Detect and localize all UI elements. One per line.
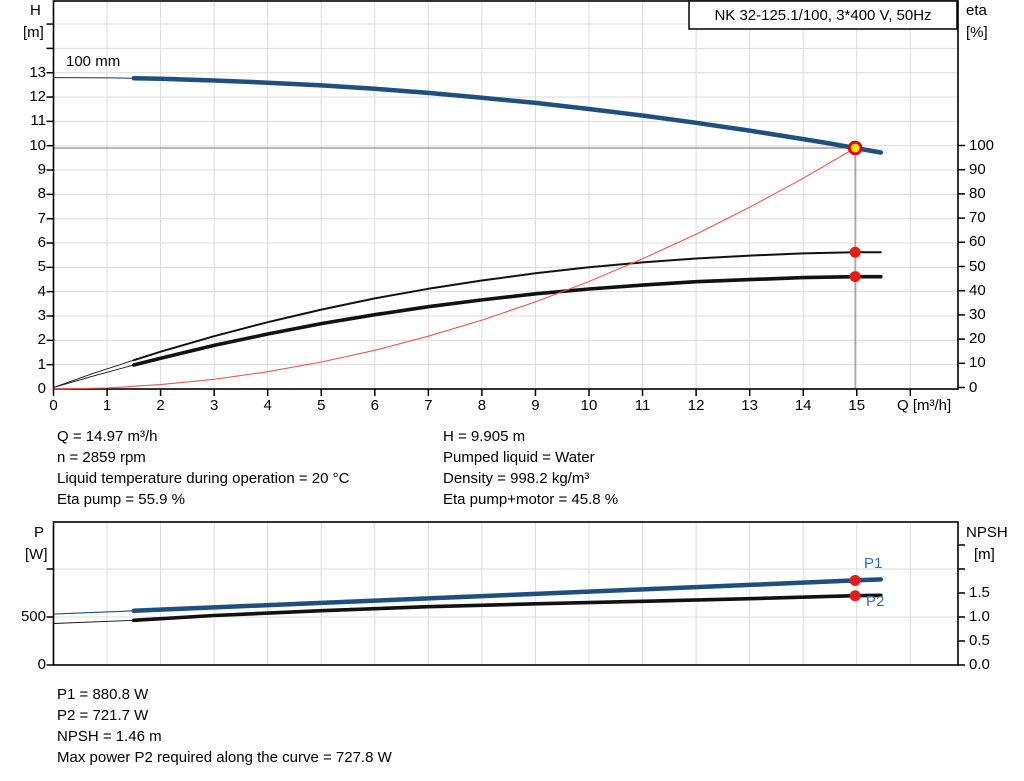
eta-axis-tick-label: 0 bbox=[969, 378, 978, 396]
eta-axis-tick-label: 100 bbox=[969, 136, 995, 154]
q-axis-tick-label: 2 bbox=[156, 397, 165, 414]
q-axis-tick-label: 15 bbox=[848, 397, 866, 414]
eta-axis-tick-label: 80 bbox=[969, 184, 986, 202]
curve-value-dot bbox=[849, 246, 861, 258]
op-density: Density = 998.2 kg/m³ bbox=[443, 470, 590, 487]
eta-axis-tick-label: 20 bbox=[969, 330, 986, 348]
h-axis-tick-label: 11 bbox=[30, 112, 46, 130]
h-axis-tick-label: 5 bbox=[37, 258, 46, 276]
eta-axis-tick-label: 90 bbox=[969, 160, 986, 178]
h-axis-tick-label: 9 bbox=[37, 161, 46, 179]
h-axis-tick-label: 8 bbox=[37, 185, 46, 203]
eta-axis-tick-label: 10 bbox=[969, 354, 986, 372]
footer-p1-value: P1 = 880.8 W bbox=[57, 686, 149, 703]
q-axis-tick-label: 7 bbox=[424, 397, 433, 414]
q-axis-tick-label: 12 bbox=[687, 397, 705, 414]
h-axis-tick-label: 1 bbox=[37, 355, 46, 373]
op-pumped-liquid: Pumped liquid = Water bbox=[443, 449, 595, 466]
q-axis-tick-label: 3 bbox=[209, 397, 219, 414]
op-liquid-temp: Liquid temperature during operation = 20… bbox=[57, 470, 350, 487]
npsh-axis-tick-label: 0.5 bbox=[969, 632, 990, 649]
footer-p2-value: P2 = 721.7 W bbox=[57, 707, 149, 724]
q-axis-tick-label: 8 bbox=[477, 397, 487, 414]
q-axis-tick-label: 5 bbox=[317, 397, 326, 414]
q-axis-tick-label: 9 bbox=[531, 397, 540, 414]
h-axis-tick-label: 0 bbox=[37, 380, 46, 397]
p-axis-name: P bbox=[34, 524, 45, 541]
h-axis-tick-label: 7 bbox=[37, 209, 46, 227]
q-axis-tick-label: 13 bbox=[741, 397, 758, 414]
q-axis-tick-label: 0 bbox=[49, 397, 58, 414]
p1-series-label: P1 bbox=[864, 555, 883, 572]
pump-title-box: NK 32-125.1/100, 3*400 V, 50Hz bbox=[689, 1, 957, 29]
p-axis-tick-label: 0 bbox=[37, 656, 46, 673]
h-axis-tick-label: 2 bbox=[37, 331, 46, 349]
op-q-value: Q = 14.97 m³/h bbox=[57, 428, 158, 445]
duty-point-marker bbox=[847, 140, 863, 156]
op-h-value: H = 9.905 m bbox=[443, 428, 526, 445]
eta-axis-tick-label: 70 bbox=[969, 209, 986, 227]
q-axis-tick-label: 14 bbox=[794, 397, 812, 414]
npsh-axis-tick-label: 1.5 bbox=[969, 584, 990, 601]
h-axis-tick-label: 12 bbox=[29, 88, 46, 106]
q-axis-tick-label: 11 bbox=[634, 397, 651, 414]
h-axis-tick-label: 10 bbox=[29, 136, 46, 154]
op-eta-pump-motor: Eta pump+motor = 45.8 % bbox=[443, 491, 619, 508]
npsh-axis-tick-label: 1.0 bbox=[969, 608, 990, 625]
q-axis-label: Q [m³/h] bbox=[897, 397, 952, 414]
h-axis-tick-label: 13 bbox=[29, 63, 46, 81]
pump-title: NK 32-125.1/100, 3*400 V, 50Hz bbox=[714, 6, 932, 24]
h-axis-tick-label: 3 bbox=[37, 307, 46, 324]
npsh-axis-tick-label: 0.0 bbox=[969, 656, 990, 673]
h-axis-name: H bbox=[30, 2, 41, 19]
p-axis-unit: [W] bbox=[25, 546, 48, 563]
footer-npsh-value: NPSH = 1.46 m bbox=[57, 728, 162, 745]
curve-value-dot bbox=[849, 590, 861, 602]
eta-axis-unit: [%] bbox=[966, 24, 988, 41]
npsh-axis-unit: [m] bbox=[974, 546, 995, 563]
q-axis-tick-label: 10 bbox=[580, 397, 598, 414]
impeller-diameter-label: 100 mm bbox=[66, 53, 121, 70]
h-axis-unit: [m] bbox=[23, 24, 44, 41]
p2-series-label: P2 bbox=[866, 593, 885, 610]
eta-axis-name: eta bbox=[966, 2, 987, 19]
eta-axis-tick-label: 50 bbox=[969, 257, 986, 275]
eta-axis-tick-label: 30 bbox=[969, 305, 986, 323]
eta-axis-tick-label: 40 bbox=[969, 281, 986, 299]
op-eta-pump: Eta pump = 55.9 % bbox=[57, 491, 185, 508]
h-axis-tick-label: 6 bbox=[37, 234, 46, 252]
h-axis-tick-label: 4 bbox=[37, 282, 46, 300]
curve-value-dot bbox=[849, 574, 861, 586]
q-axis-tick-label: 1 bbox=[102, 397, 112, 414]
q-axis-tick-label: 6 bbox=[370, 397, 379, 414]
footer-max-p2: Max power P2 required along the curve = … bbox=[57, 749, 392, 766]
op-speed-value: n = 2859 rpm bbox=[57, 449, 146, 466]
q-axis-tick-label: 4 bbox=[263, 397, 272, 414]
npsh-axis-name: NPSH bbox=[966, 524, 1008, 541]
eta-axis-tick-label: 60 bbox=[969, 233, 986, 251]
curve-value-dot bbox=[849, 271, 861, 283]
p-axis-tick-label: 500 bbox=[20, 608, 46, 625]
